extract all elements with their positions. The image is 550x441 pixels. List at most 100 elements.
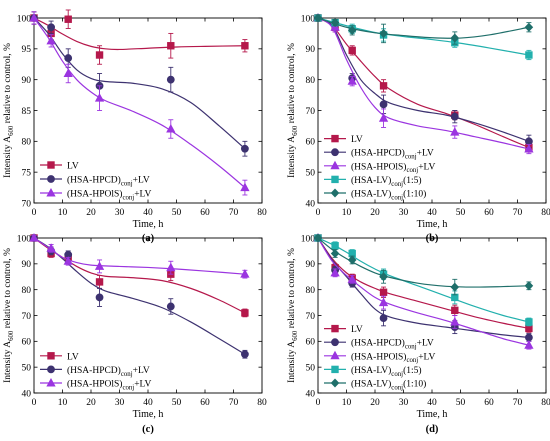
series-lv bbox=[30, 234, 249, 318]
y-tick-label: 60 bbox=[306, 338, 316, 348]
y-tick-label: 100 bbox=[301, 234, 316, 244]
panel-label: (d) bbox=[426, 424, 439, 435]
x-tick-label: 60 bbox=[484, 208, 494, 218]
data-point bbox=[240, 182, 250, 192]
legend-label: (HSA-HPOlS)conj+LV bbox=[351, 161, 435, 174]
legend-marker bbox=[331, 134, 339, 143]
legend-label: (HSA-HPOlS)conj+LV bbox=[351, 351, 435, 364]
x-tick-label: 10 bbox=[58, 398, 68, 408]
data-point bbox=[524, 22, 534, 32]
legend-label: LV bbox=[67, 162, 79, 172]
x-tick-label: 50 bbox=[456, 208, 466, 218]
x-tick-label: 30 bbox=[399, 208, 409, 218]
x-tick-label: 50 bbox=[456, 398, 466, 408]
series-line bbox=[317, 237, 530, 346]
data-point bbox=[525, 318, 533, 326]
series-line bbox=[317, 237, 529, 288]
legend-marker bbox=[331, 175, 339, 184]
data-point bbox=[331, 242, 339, 250]
series-line bbox=[317, 237, 530, 330]
data-point bbox=[330, 248, 340, 259]
data-point bbox=[166, 262, 176, 272]
series-line bbox=[317, 237, 530, 323]
y-tick-label: 40 bbox=[22, 389, 32, 399]
y-tick-label: 85 bbox=[22, 107, 32, 117]
x-tick-label: 80 bbox=[257, 398, 267, 408]
y-tick-label: 100 bbox=[17, 14, 32, 24]
data-point bbox=[347, 274, 357, 283]
data-point bbox=[347, 25, 357, 35]
legend-marker bbox=[330, 350, 340, 360]
series-lv110 bbox=[313, 233, 534, 296]
data-point bbox=[450, 33, 460, 43]
y-tick-label: 80 bbox=[22, 286, 32, 296]
data-point bbox=[94, 93, 105, 102]
legend-marker bbox=[331, 338, 339, 347]
chart-panel-b: 0 10 20 30 40 50 60 70 80 40 50 60 70 80 90 100 Time, h I… bbox=[287, 12, 550, 244]
data-point bbox=[348, 46, 356, 55]
legend-marker bbox=[47, 161, 55, 169]
data-point bbox=[241, 144, 249, 153]
data-point bbox=[166, 123, 176, 133]
x-tick-label: 20 bbox=[370, 398, 380, 408]
legend-marker bbox=[47, 175, 55, 183]
y-tick-label: 90 bbox=[306, 45, 316, 55]
data-point bbox=[450, 282, 460, 292]
y-axis-label: Intensity A600 relative to control, % bbox=[3, 43, 15, 178]
data-point bbox=[525, 51, 533, 59]
data-point bbox=[166, 302, 175, 311]
panel-label: (c) bbox=[142, 424, 154, 435]
y-tick-label: 90 bbox=[306, 260, 316, 270]
x-tick-label: 60 bbox=[484, 398, 494, 408]
y-tick-label: 50 bbox=[22, 363, 32, 373]
data-point bbox=[95, 51, 104, 59]
data-point bbox=[63, 256, 73, 265]
x-tick-label: 30 bbox=[115, 208, 125, 218]
data-point bbox=[240, 269, 250, 278]
y-tick-label: 80 bbox=[22, 138, 32, 148]
data-point bbox=[450, 112, 459, 121]
x-tick-label: 0 bbox=[32, 208, 37, 218]
x-tick-label: 0 bbox=[32, 398, 37, 408]
series-line bbox=[33, 237, 246, 314]
legend-label: (HSA-HPCD)conj+LV bbox=[351, 338, 434, 351]
data-point bbox=[63, 68, 73, 77]
series-line bbox=[317, 17, 530, 150]
legend-label: (HSA-LV)conj(1:5) bbox=[351, 175, 422, 188]
data-point bbox=[64, 54, 73, 62]
x-axis-label: Time, h bbox=[417, 409, 448, 420]
y-axis-label: Intensity A600 relative to control, % bbox=[287, 43, 299, 178]
series-line bbox=[33, 17, 246, 189]
x-tick-label: 70 bbox=[513, 398, 523, 408]
legend-label: (HSA-LV)conj(1:10) bbox=[351, 189, 426, 202]
data-point bbox=[378, 113, 389, 122]
x-tick-label: 50 bbox=[172, 398, 182, 408]
x-tick-label: 20 bbox=[370, 208, 380, 218]
x-tick-label: 70 bbox=[229, 208, 239, 218]
y-tick-label: 70 bbox=[22, 312, 32, 322]
legend: LV (HSA-HPCD)conj+LV(HSA-HPOlS)conj+LV bbox=[40, 161, 151, 201]
data-point bbox=[450, 127, 460, 136]
x-tick-label: 20 bbox=[86, 398, 96, 408]
y-tick-label: 50 bbox=[306, 363, 316, 373]
legend-marker bbox=[331, 365, 339, 374]
series-line bbox=[33, 17, 246, 150]
data-point bbox=[313, 233, 323, 243]
legend-label: (HSA-LV)conj(1:10) bbox=[351, 379, 426, 392]
series-lv bbox=[314, 14, 533, 153]
y-axis-label: Intensity A600 relative to control, % bbox=[287, 248, 299, 383]
legend-marker bbox=[47, 352, 55, 360]
chart-panel-d: 0 10 20 30 40 50 60 70 80 40 50 60 70 80 90 100 Time, h I… bbox=[287, 232, 550, 435]
series-line bbox=[317, 17, 530, 39]
data-point bbox=[47, 23, 55, 32]
x-tick-label: 40 bbox=[143, 208, 153, 218]
data-point bbox=[451, 306, 459, 315]
legend-label: (HSA-HPOlS)conj+LV bbox=[67, 379, 151, 392]
legend: LV(HSA-HPCD)conj+LV(HSA-HPOlS)conj+LV(HS… bbox=[324, 324, 435, 392]
data-point bbox=[379, 28, 388, 38]
data-point bbox=[167, 42, 175, 50]
data-point bbox=[524, 281, 534, 291]
data-point bbox=[524, 143, 534, 153]
